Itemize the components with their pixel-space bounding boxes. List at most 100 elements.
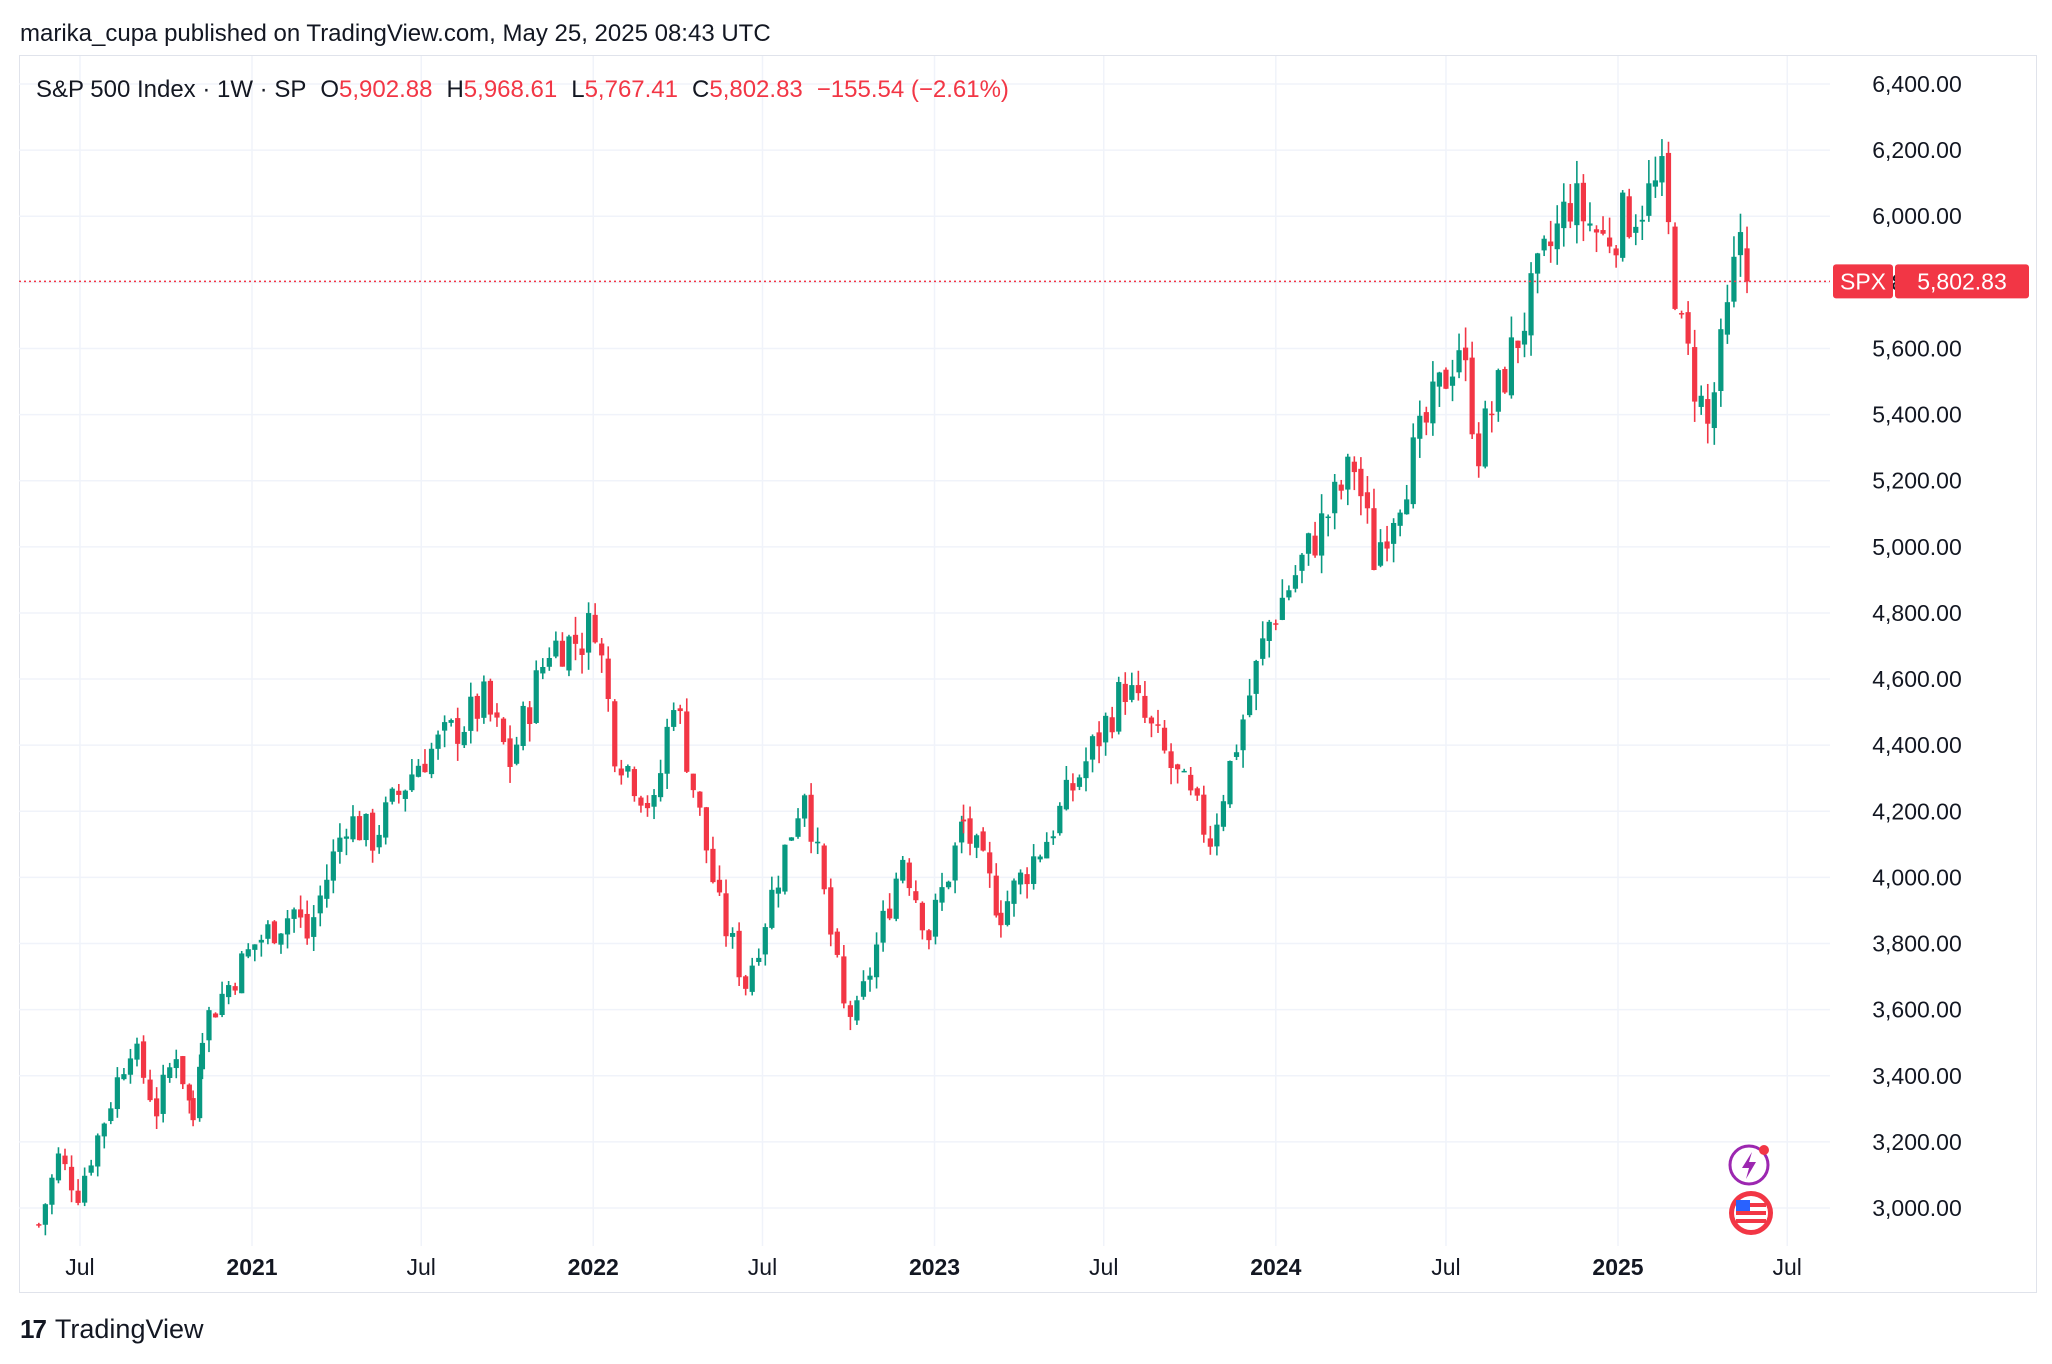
candle-body <box>317 895 323 914</box>
candle-body <box>585 613 592 653</box>
candle-body <box>291 909 297 919</box>
candle-body <box>644 802 651 809</box>
candle-body <box>1201 794 1207 835</box>
tradingview-logo[interactable]: 17 TradingView <box>20 1314 204 1345</box>
price-tick-label: 3,600.00 <box>1872 997 1962 1023</box>
candle-body <box>690 773 696 791</box>
low-label: L <box>571 76 585 103</box>
candle-body <box>245 949 251 957</box>
candle-body <box>1633 226 1639 233</box>
candle-body <box>1070 783 1076 791</box>
candle-body <box>1050 836 1056 839</box>
candle-body <box>1096 732 1102 747</box>
candle-body <box>775 887 781 894</box>
candle-body <box>1724 302 1730 335</box>
candle-body <box>716 879 723 893</box>
us-flag-icon[interactable] <box>1729 1191 1773 1235</box>
candle-body <box>68 1166 75 1191</box>
price-tick-label: 4,000.00 <box>1872 864 1962 890</box>
candle-body <box>474 695 480 719</box>
candle-body <box>190 1098 196 1121</box>
candle-body <box>520 705 526 746</box>
time-axis[interactable]: Jul 2021 Jul 2022 Jul 2023 Jul 2024 Jul 2025 Jul <box>65 1254 1802 1280</box>
candle-body <box>212 1013 219 1018</box>
candle-body <box>900 859 906 881</box>
candle-body <box>1554 223 1560 250</box>
change-value: −155.54 (−2.61%) <box>816 76 1009 103</box>
candle-body <box>343 836 350 839</box>
candle-body <box>959 821 965 843</box>
candle-body <box>461 731 467 746</box>
candle-body <box>1685 312 1691 344</box>
candle-body <box>402 790 408 799</box>
candle-body <box>1129 685 1135 700</box>
candle-body <box>1240 719 1246 751</box>
candle-body <box>1122 683 1128 703</box>
candle-body <box>710 848 716 883</box>
candle-body <box>278 933 284 945</box>
candle-body <box>1600 230 1606 234</box>
candle-body <box>1718 329 1724 391</box>
tradingview-brand: TradingView <box>54 1314 204 1344</box>
candle-body <box>1194 788 1200 796</box>
candle-body <box>579 648 585 655</box>
candle-body <box>1678 313 1685 315</box>
candle-body <box>873 944 880 978</box>
candle-body <box>363 813 369 841</box>
candle-body <box>1436 372 1443 387</box>
candle-body <box>1279 597 1285 620</box>
candle-body <box>1587 223 1593 226</box>
chart-frame[interactable] <box>19 55 2037 1293</box>
candle-body <box>987 852 993 874</box>
price-tick-label: 6,000.00 <box>1872 203 1962 229</box>
price-tick-label: 4,400.00 <box>1872 732 1962 758</box>
candle-body <box>887 908 893 919</box>
candle-body <box>127 1058 134 1075</box>
candle-body <box>140 1041 147 1078</box>
candle-body <box>1083 761 1089 779</box>
candle-body <box>736 930 742 978</box>
candle-body <box>960 819 967 822</box>
last-price-value-tag <box>1895 264 2029 299</box>
candle-body <box>396 790 402 795</box>
candle-body <box>101 1123 107 1137</box>
candle-body <box>1260 638 1266 659</box>
candle-body <box>546 657 552 667</box>
candle-body <box>1161 727 1168 751</box>
open-value: 5,902.88 <box>339 76 433 103</box>
candle-body <box>749 965 755 992</box>
candle-body <box>638 797 644 806</box>
candle-body <box>134 1043 140 1060</box>
candle-body <box>494 712 500 718</box>
candle-body <box>389 788 395 802</box>
candle-body <box>1528 273 1534 336</box>
candle-body <box>167 1067 173 1078</box>
candle-body <box>1345 456 1351 490</box>
time-tick-label: Jul <box>65 1254 94 1280</box>
lightning-event-icon[interactable] <box>1728 1144 1770 1186</box>
symbol-description[interactable]: S&P 500 Index · 1W · SP <box>36 76 307 103</box>
candle-body <box>154 1098 160 1117</box>
candle-body <box>199 1042 206 1070</box>
candle-body <box>1665 152 1672 223</box>
candle-body <box>657 773 664 798</box>
candle-body <box>1639 219 1645 222</box>
candle-body <box>1031 856 1037 884</box>
candle-body <box>1063 779 1069 810</box>
price-tick-label: 5,200.00 <box>1872 468 1962 494</box>
grid-lines <box>19 56 1830 1246</box>
candle-body <box>1397 512 1403 526</box>
price-axis[interactable]: 3,000.00 3,200.00 3,400.00 3,600.00 3,800.00… <box>1872 71 1962 1221</box>
low-value: 5,767.41 <box>584 76 678 103</box>
candle-body <box>1116 682 1122 732</box>
time-tick-label: Jul <box>1431 1254 1460 1280</box>
candle-body <box>828 887 834 935</box>
price-tick-label: 3,800.00 <box>1872 931 1962 957</box>
candle-body <box>677 708 683 712</box>
event-icons[interactable] <box>1728 1144 1773 1235</box>
close-label: C <box>692 76 710 103</box>
candle-body <box>121 1074 127 1080</box>
candle-body <box>1286 590 1292 598</box>
candle-body <box>967 818 973 844</box>
